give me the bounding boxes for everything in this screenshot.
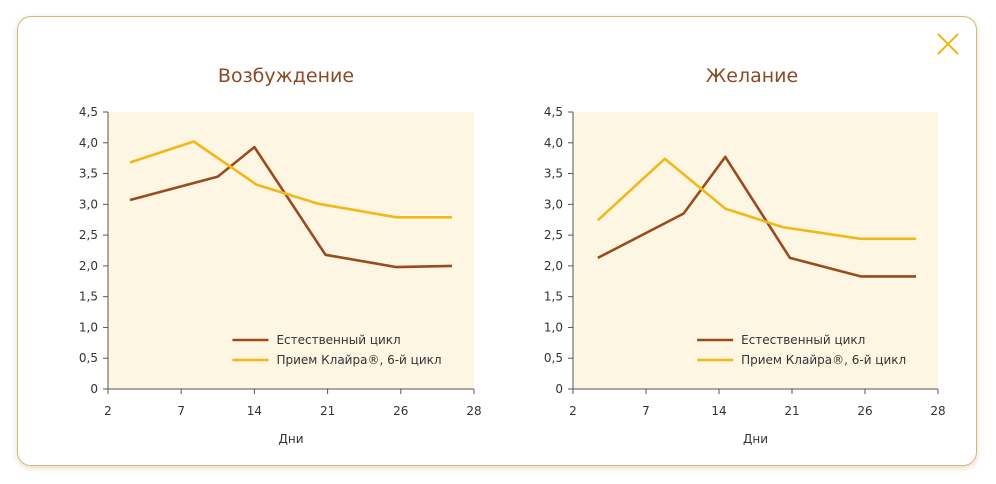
x-tick-label: 21 (320, 404, 335, 418)
x-tick-label: 28 (930, 404, 945, 418)
y-tick-label: 4,0 (79, 136, 98, 150)
y-tick-label: 4,5 (79, 105, 98, 119)
x-tick-label: 28 (466, 404, 481, 418)
x-tick-label: 26 (393, 404, 408, 418)
y-tick-label: 0 (555, 382, 563, 396)
series-line-natural (597, 155, 917, 278)
plot-area (573, 112, 938, 389)
chart-title: Желание (706, 65, 798, 87)
y-tick-label: 3,5 (544, 167, 563, 181)
legend-label: Прием Клайра®, 6-й цикл (276, 353, 441, 367)
legend-label: Прием Клайра®, 6-й цикл (741, 353, 906, 367)
x-tick-label: 2 (104, 404, 112, 418)
x-tick-label: 26 (857, 404, 872, 418)
x-tick-label: 7 (642, 404, 650, 418)
x-tick-label: 14 (247, 404, 262, 418)
x-tick-label: 2 (569, 404, 577, 418)
y-tick-label: 1,5 (79, 290, 98, 304)
chart-title: Возбуждение (218, 65, 354, 87)
plot-area (108, 112, 474, 389)
series-line-klaira (129, 140, 452, 219)
y-tick-label: 2,0 (79, 259, 98, 273)
x-axis-label: Дни (278, 432, 303, 446)
y-tick-label: 1,0 (544, 320, 563, 334)
y-tick-label: 3,5 (79, 167, 98, 181)
series-line-klaira (596, 157, 917, 241)
legend-label: Естественный цикл (741, 333, 865, 347)
x-tick-label: 21 (784, 404, 799, 418)
y-tick-label: 3,0 (79, 197, 98, 211)
close-icon[interactable] (936, 32, 960, 56)
legend-label: Естественный цикл (276, 333, 400, 347)
y-tick-label: 4,5 (544, 105, 563, 119)
series-line-natural (129, 145, 453, 269)
x-tick-label: 7 (177, 404, 185, 418)
y-tick-label: 3,0 (544, 197, 563, 211)
y-tick-label: 1,0 (79, 320, 98, 334)
y-tick-label: 2,0 (544, 259, 563, 273)
y-tick-label: 4,0 (544, 136, 563, 150)
x-axis-label: Дни (743, 432, 768, 446)
x-tick-label: 14 (711, 404, 726, 418)
y-tick-label: 0,5 (79, 351, 98, 365)
y-tick-label: 1,5 (544, 290, 563, 304)
y-tick-label: 2,5 (79, 228, 98, 242)
y-tick-label: 0 (90, 382, 98, 396)
y-tick-label: 2,5 (544, 228, 563, 242)
y-tick-label: 0,5 (544, 351, 563, 365)
